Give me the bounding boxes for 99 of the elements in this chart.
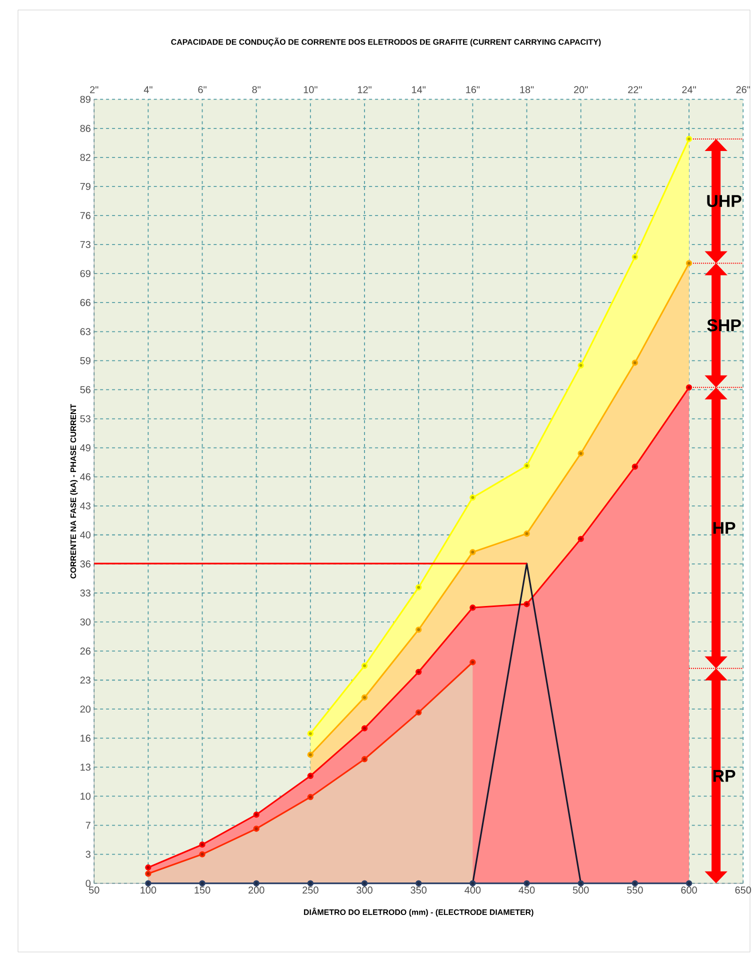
y-tick-label: 30	[80, 618, 91, 626]
point	[145, 864, 152, 871]
y-tick-label: 43	[80, 502, 90, 510]
point	[307, 880, 314, 886]
point	[307, 794, 314, 800]
y-tick-label: 76	[80, 212, 90, 220]
x2-tick-label: 2"	[90, 86, 98, 94]
x2-tick-label: 14"	[412, 86, 426, 94]
x-tick-label: 50	[88, 886, 100, 894]
point	[632, 880, 638, 886]
x2-tick-label: 20"	[574, 86, 588, 94]
point	[253, 812, 260, 818]
point	[416, 584, 422, 590]
point	[470, 659, 476, 666]
x-tick-label: 200	[248, 886, 264, 894]
x2-tick-label: 4"	[144, 86, 152, 94]
point	[686, 384, 692, 390]
point	[253, 826, 260, 832]
x2-tick-label: 6"	[198, 86, 206, 94]
point	[145, 880, 152, 886]
y-tick-label: 23	[80, 676, 90, 684]
point	[361, 662, 368, 669]
y-tick-label: 63	[80, 328, 90, 336]
y-tick-label: 46	[80, 473, 90, 480]
x2-tick-label: 10"	[304, 86, 318, 94]
x-tick-label: 250	[302, 886, 318, 894]
point	[416, 626, 422, 633]
point	[686, 136, 692, 142]
point	[578, 536, 584, 542]
y-tick-label: 26	[80, 648, 90, 655]
point	[578, 362, 584, 368]
point	[470, 604, 476, 611]
point	[578, 450, 584, 457]
point	[361, 725, 368, 732]
x2-tick-label: 16"	[466, 86, 480, 94]
x2-tick-label: 24"	[682, 86, 696, 94]
x2-tick-label: 12"	[358, 86, 372, 94]
x-tick-label: 400	[464, 886, 481, 894]
x-tick-label: 350	[410, 886, 427, 894]
y-tick-label: 36	[80, 560, 90, 568]
y-tick-label: 86	[80, 124, 90, 132]
y-tick-label: 13	[80, 764, 90, 771]
point	[524, 880, 530, 886]
y-tick-label: 20	[80, 706, 91, 713]
point	[416, 709, 422, 716]
x2-tick-label: 22"	[628, 86, 642, 94]
y-tick-label: 49	[80, 444, 90, 452]
point	[632, 254, 638, 260]
point	[524, 462, 530, 469]
point	[361, 694, 368, 701]
point	[686, 880, 692, 886]
point	[470, 880, 476, 886]
y-tick-label: 3	[86, 850, 90, 858]
point	[524, 601, 530, 608]
x-tick-label: 500	[572, 886, 589, 894]
y-tick-label: 73	[80, 241, 90, 248]
y-tick-label: 66	[80, 299, 90, 306]
x2-tick-label: 18"	[520, 86, 534, 94]
point	[578, 880, 584, 886]
point	[686, 260, 692, 266]
y-tick-label: 0	[86, 880, 91, 887]
point	[416, 668, 422, 676]
x-tick-label: 450	[518, 886, 535, 894]
point	[470, 494, 476, 501]
point	[199, 880, 206, 886]
point	[307, 730, 314, 737]
point	[253, 880, 260, 886]
point	[416, 880, 422, 886]
y-tick-label: 89	[80, 96, 90, 103]
point	[524, 530, 530, 537]
point	[361, 880, 368, 886]
point	[470, 549, 476, 556]
x-tick-label: 150	[194, 886, 210, 894]
x-tick-label: 650	[735, 886, 752, 894]
x-tick-label: 100	[140, 886, 156, 894]
point	[199, 851, 206, 858]
y-tick-label: 7	[86, 822, 90, 829]
x2-tick-label: 26"	[736, 86, 750, 94]
point	[307, 752, 314, 758]
point	[199, 842, 206, 848]
x-tick-label: 550	[627, 886, 643, 894]
y-tick-label: 56	[80, 386, 90, 394]
y-tick-label: 33	[80, 589, 90, 597]
y-tick-label: 40	[80, 531, 91, 538]
point	[307, 772, 314, 779]
y-tick-label: 10	[80, 792, 91, 800]
x2-tick-label: 8"	[252, 86, 260, 94]
y-tick-label: 53	[80, 415, 90, 422]
y-tick-label: 82	[80, 154, 90, 161]
x-tick-label: 600	[681, 886, 697, 894]
y-tick-label: 69	[80, 270, 90, 278]
x-tick-label: 300	[356, 886, 372, 894]
point	[361, 756, 368, 762]
y-tick-label: 59	[80, 357, 90, 364]
point	[632, 464, 638, 470]
point	[145, 870, 152, 877]
y-tick-label: 79	[80, 182, 90, 190]
y-tick-label: 16	[80, 734, 90, 742]
point	[632, 360, 638, 366]
